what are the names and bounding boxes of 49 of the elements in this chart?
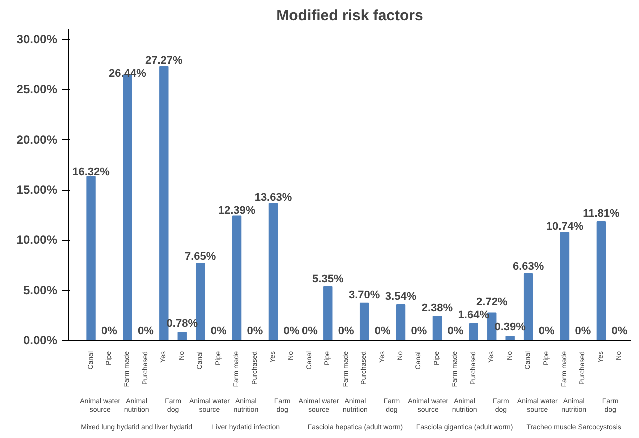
data-label: 16.32%	[72, 166, 110, 179]
data-label: 2.72%	[476, 296, 508, 309]
data-label: 0%	[284, 326, 300, 338]
data-label: 0%	[302, 326, 318, 338]
data-label: 11.81%	[583, 208, 620, 220]
chart-title: Modified risk factors	[276, 8, 424, 24]
data-label: 7.65%	[185, 250, 216, 263]
y-tick-label: 30.00%	[16, 32, 58, 47]
data-label: 0%	[210, 326, 227, 338]
bar	[432, 316, 442, 340]
y-tick-label: 5.00%	[23, 283, 58, 298]
bar	[596, 222, 606, 340]
y-tick-label: 15.00%	[16, 183, 58, 198]
data-label: 12.39%	[218, 204, 256, 217]
data-label: 3.70%	[348, 289, 380, 302]
bar	[178, 332, 187, 340]
y-tick-label: 25.00%	[16, 82, 58, 97]
bar	[86, 176, 96, 340]
data-label: 5.35%	[312, 273, 344, 286]
bar	[232, 216, 242, 340]
bar	[324, 286, 333, 340]
data-label: 6.63%	[512, 260, 544, 273]
data-label: 13.63%	[254, 192, 292, 204]
data-label: 0%	[448, 326, 464, 338]
data-label: 0%	[612, 326, 628, 338]
bar	[506, 336, 515, 340]
bar	[160, 66, 169, 340]
bar	[396, 304, 406, 340]
y-tick-label: 10.00%	[16, 233, 58, 248]
bar	[268, 203, 278, 340]
data-label: 10.74%	[546, 220, 584, 233]
bar	[488, 312, 497, 340]
data-label: 0%	[102, 326, 118, 338]
bar	[360, 302, 370, 340]
data-label: 27.27%	[146, 54, 184, 67]
y-tick-label: 0.00%	[23, 334, 58, 348]
data-label: 26.44%	[109, 68, 147, 80]
data-label: 2.38%	[422, 302, 454, 314]
data-label: 0%	[138, 326, 154, 338]
data-label: 3.54%	[385, 291, 417, 304]
data-label: 0%	[374, 326, 391, 338]
data-label: 0%	[247, 326, 264, 338]
bar	[560, 232, 570, 340]
data-label: 0%	[575, 326, 592, 338]
bar	[469, 324, 478, 340]
y-tick-label: 20.00%	[16, 132, 58, 147]
data-label: 0%	[538, 326, 555, 338]
data-label: 0%	[338, 326, 355, 338]
data-label: 0%	[411, 326, 428, 338]
